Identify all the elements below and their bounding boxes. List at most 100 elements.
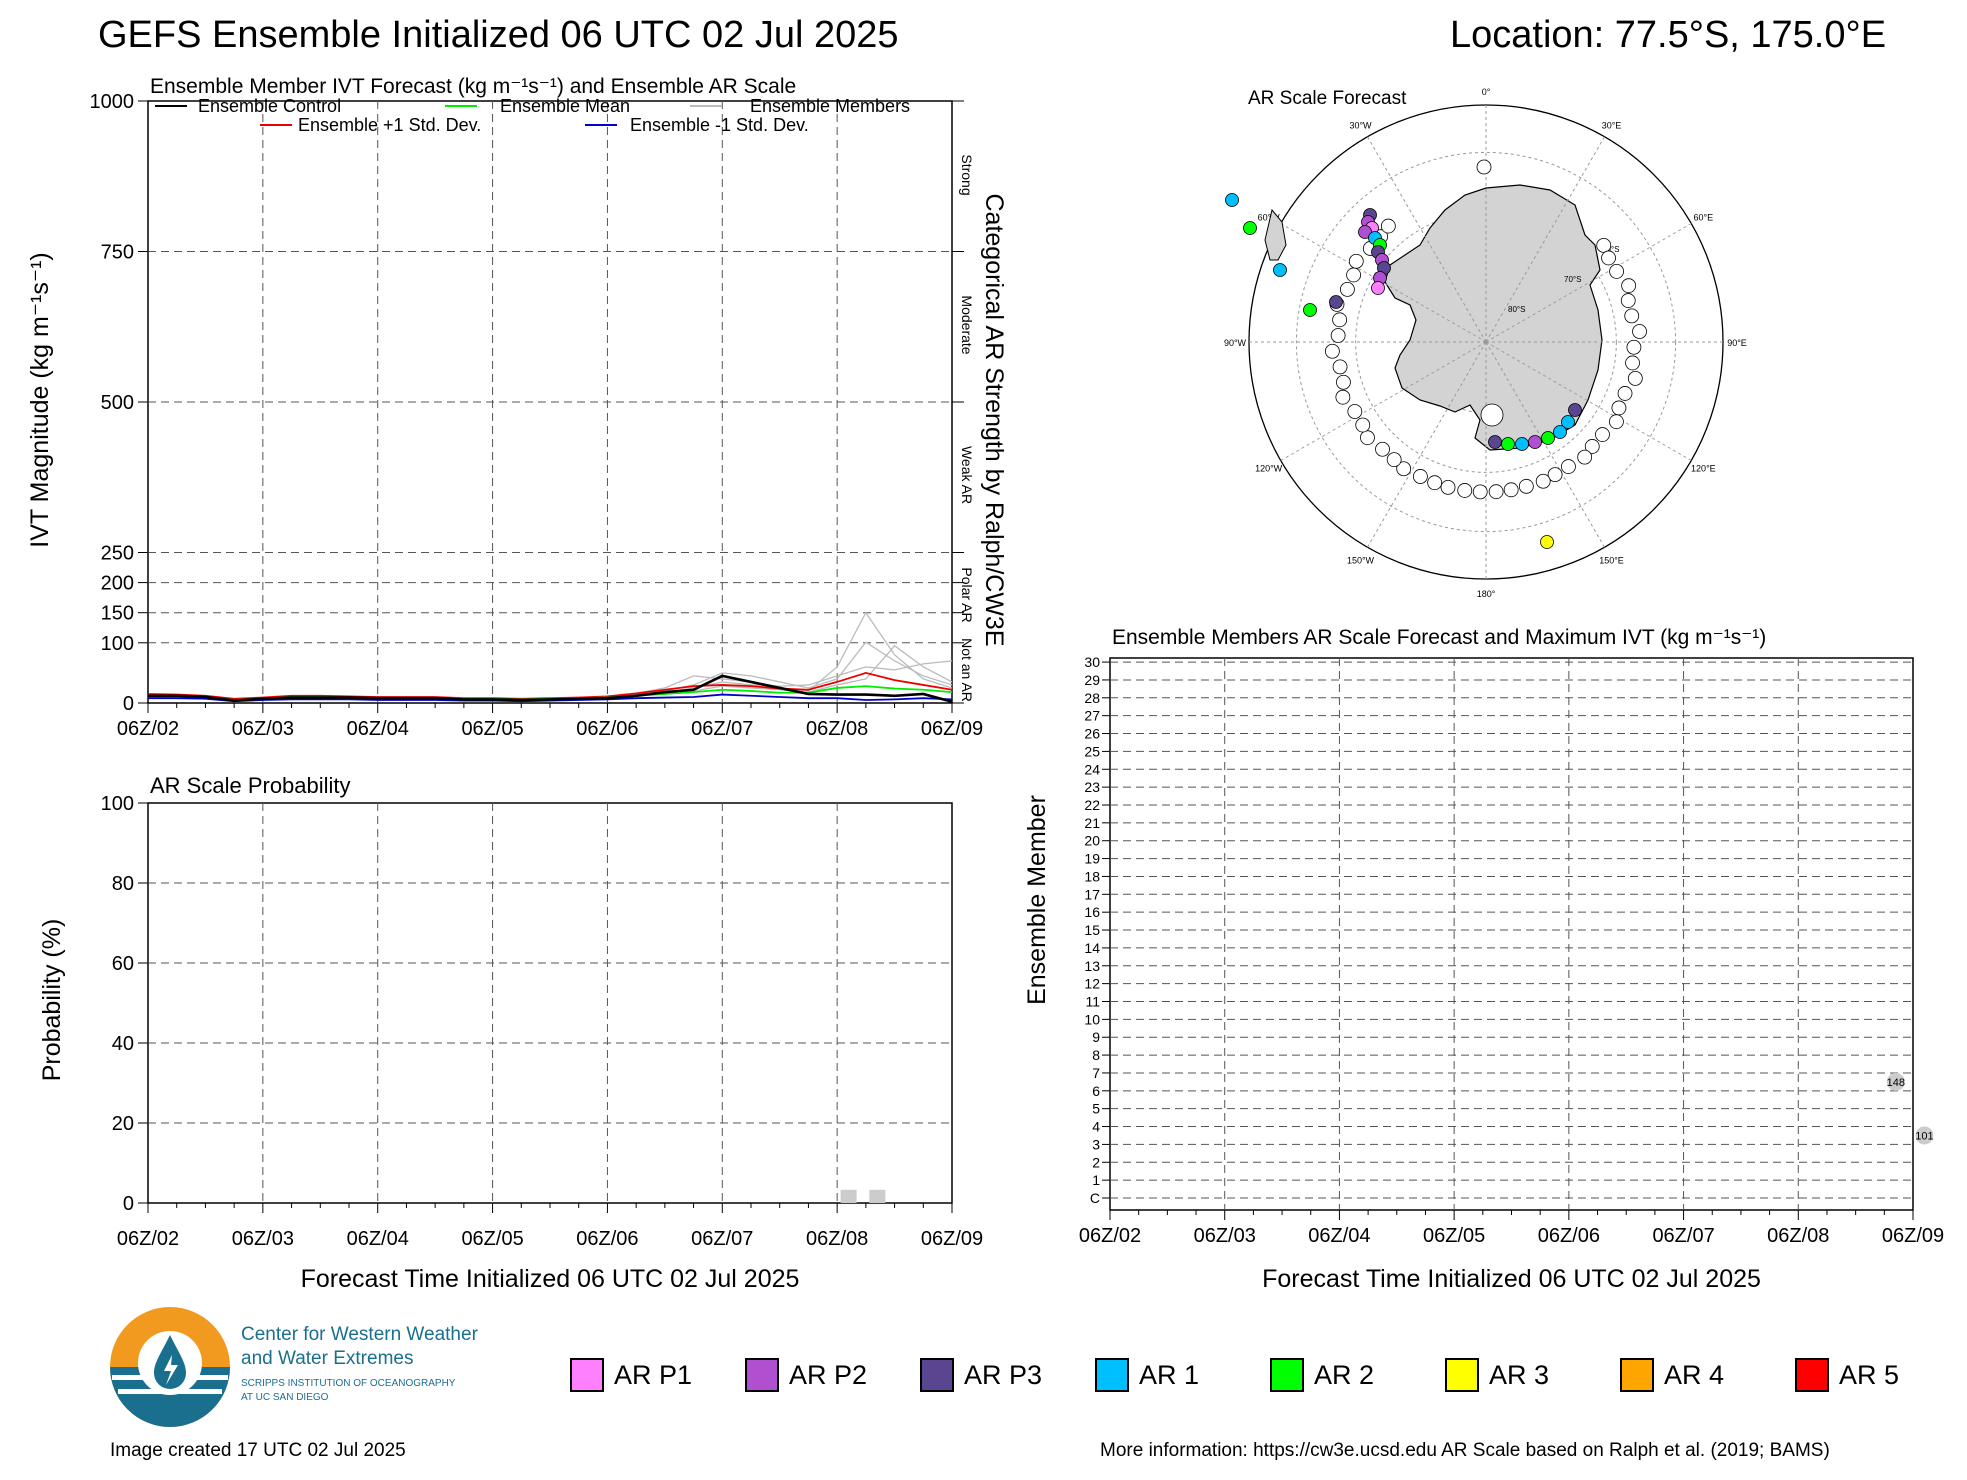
- map-lon-label: 60°W: [1258, 213, 1281, 223]
- map-ar-marker-empty: [1347, 404, 1363, 419]
- member-ytick-label: 9: [1092, 1029, 1100, 1045]
- ivt-category-label: Weak AR: [959, 446, 975, 504]
- prob-bar: [840, 1189, 857, 1203]
- member-xtick-label: 06Z/02: [1079, 1225, 1141, 1247]
- member-xtick-label: 06Z/06: [1538, 1225, 1600, 1247]
- legend-item-ar-2: AR 2: [1270, 1358, 1374, 1392]
- ivt-ytick-label: 100: [101, 633, 134, 655]
- map-lon-label: 120°E: [1691, 464, 1716, 474]
- ivt-xtick-label: 06Z/04: [347, 718, 409, 740]
- legend-item-ar-p3: AR P3: [920, 1358, 1042, 1392]
- ivt-xtick-label: 06Z/02: [117, 718, 179, 740]
- map-title: AR Scale Forecast: [1248, 88, 1407, 109]
- legend-swatch: [1620, 1358, 1654, 1392]
- member-ytick-label: 22: [1084, 797, 1100, 813]
- legend-label: AR 2: [1314, 1359, 1375, 1390]
- member-xtick-label: 06Z/04: [1308, 1225, 1370, 1247]
- member-yaxis-label: Ensemble Member: [1023, 795, 1051, 1005]
- ivt-ytick-label: 200: [101, 573, 134, 595]
- map-ar-marker-empty: [1380, 218, 1396, 234]
- map-ar-marker-empty: [1547, 467, 1563, 483]
- map-ar-marker: [1540, 535, 1554, 549]
- legend-swatch: [745, 1358, 779, 1392]
- ivt-category-label: Polar AR: [959, 567, 975, 622]
- map-ar-marker: [1371, 281, 1385, 295]
- map-ar-marker-empty: [1584, 439, 1600, 454]
- member-ytick-label: 20: [1084, 833, 1100, 849]
- map-ar-marker-empty: [1620, 293, 1636, 308]
- member-ytick-label: 14: [1084, 940, 1100, 956]
- legend-item-ar-p1: AR P1: [570, 1358, 692, 1392]
- legend-label: AR 3: [1489, 1359, 1550, 1390]
- legend-label: AR 4: [1664, 1359, 1725, 1390]
- ivt-ytick-label: 750: [101, 242, 134, 264]
- legend-swatch: [1445, 1358, 1479, 1392]
- member-ytick-label: 15: [1084, 922, 1100, 938]
- member-ytick-label: 25: [1084, 743, 1100, 759]
- prob-xtick-label: 06Z/07: [691, 1228, 753, 1250]
- prob-xtick-label: 06Z/04: [347, 1228, 409, 1250]
- map-lon-label: 120°W: [1255, 464, 1283, 474]
- member-xtick-label: 06Z/05: [1423, 1225, 1485, 1247]
- member-xtick-label: 06Z/09: [1882, 1225, 1944, 1247]
- map-ar-marker: [1553, 425, 1567, 439]
- legend-item-ar-5: AR 5: [1795, 1358, 1899, 1392]
- map-ar-marker: [1329, 295, 1343, 309]
- more-info-text: More information: https://cw3e.ucsd.edu …: [1100, 1440, 1830, 1461]
- ivt-control-line: [148, 674, 953, 704]
- prob-panel-title: AR Scale Probability: [150, 773, 351, 798]
- legend-item-ar-4: AR 4: [1620, 1358, 1724, 1392]
- ivt-yaxis-label: IVT Magnitude (kg m⁻¹s⁻¹): [26, 252, 54, 547]
- map-ar-marker-empty: [1518, 478, 1534, 494]
- member-xtick-label: 06Z/03: [1194, 1225, 1256, 1247]
- cw3e-logo: [108, 1305, 232, 1429]
- member-ytick-label: 7: [1092, 1065, 1100, 1081]
- map-ar-marker-empty: [1335, 389, 1351, 405]
- legend-mean-label: Ensemble Mean: [500, 96, 630, 116]
- member-panel-title: Ensemble Members AR Scale Forecast and M…: [1112, 626, 1766, 649]
- ivt-ytick-label: 150: [101, 603, 134, 625]
- legend-label: AR 1: [1139, 1359, 1200, 1390]
- map-ar-marker: [1358, 225, 1372, 239]
- map-lat-label: 70°S: [1564, 275, 1581, 284]
- prob-xtick-label: 06Z/05: [461, 1228, 523, 1250]
- member-ytick-label: 17: [1084, 886, 1100, 902]
- ivt-right-axis-label: Categorical AR Strength by Ralph/CW3E: [980, 194, 1008, 647]
- legend-swatch: [1270, 1358, 1304, 1392]
- legend-item-ar-p2: AR P2: [745, 1358, 867, 1392]
- member-chart: C123456789101112131415161718192021222324…: [1023, 626, 1944, 1293]
- map-ar-marker-empty: [1476, 159, 1492, 175]
- logo-line-2: and Water Extremes: [241, 1348, 414, 1369]
- member-ivt-marker: [1915, 1126, 1934, 1145]
- map-ar-marker-empty: [1595, 427, 1610, 442]
- member-ytick-label: 5: [1092, 1101, 1100, 1117]
- logo-line-4: AT UC SAN DIEGO: [241, 1392, 329, 1403]
- map-lon-label: 90°W: [1224, 338, 1247, 348]
- map-ar-marker-empty: [1621, 278, 1637, 294]
- prob-xtick-label: 06Z/02: [117, 1228, 179, 1250]
- prob-bar: [869, 1189, 886, 1203]
- map-ar-marker-empty: [1457, 483, 1473, 498]
- map-ar-marker-empty: [1336, 374, 1351, 390]
- member-ytick-label: 27: [1084, 708, 1100, 724]
- prob-ytick-label: 20: [112, 1113, 134, 1135]
- member-plot-frame: [1109, 657, 1914, 1211]
- member-ytick-label: 12: [1084, 976, 1100, 992]
- logo-line-3: SCRIPPS INSTITUTION OF OCEANOGRAPHY: [241, 1378, 456, 1389]
- member-xtick-label: 06Z/08: [1767, 1225, 1829, 1247]
- map-ar-marker-empty: [1340, 281, 1355, 297]
- ivt-xtick-label: 06Z/07: [691, 718, 753, 740]
- ivt-ytick-label: 500: [101, 392, 134, 414]
- prob-ytick-label: 0: [123, 1193, 134, 1215]
- location-title: Location: 77.5°S, 175.0°E: [1450, 14, 1887, 56]
- map-ar-marker-empty: [1627, 370, 1643, 386]
- map-latitude-ring: [1295, 151, 1677, 533]
- map-ar-marker-empty: [1386, 452, 1402, 468]
- member-ytick-label: 30: [1084, 654, 1100, 670]
- member-ytick-label: 11: [1085, 993, 1100, 1009]
- map-lon-label: 30°W: [1349, 121, 1372, 131]
- map-lon-label: 90°E: [1727, 338, 1747, 348]
- ivt-xtick-label: 06Z/06: [576, 718, 638, 740]
- map-ar-marker-empty: [1472, 484, 1488, 500]
- prob-xtick-label: 06Z/08: [806, 1228, 868, 1250]
